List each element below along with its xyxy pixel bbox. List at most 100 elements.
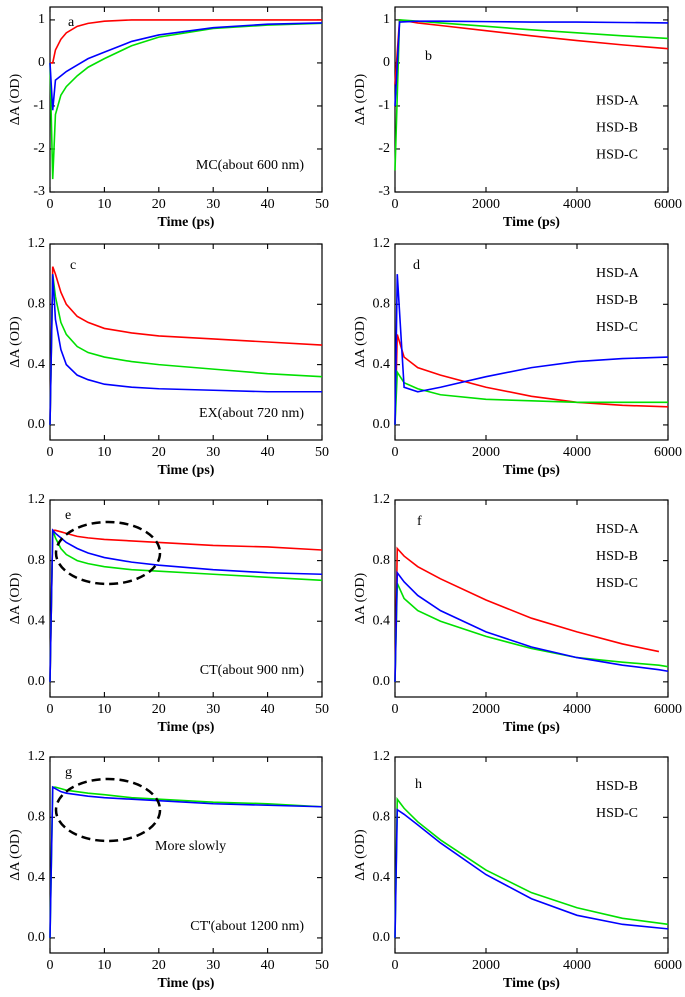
panel: 0 2000 4000 6000 0.0 0.4 0.8 1.2 Time (ps) ΔA (OD… — [353, 492, 682, 735]
x-axis-label: Time (ps) — [503, 976, 560, 991]
annotation: CT(about 900 nm) — [200, 663, 305, 678]
fit-curve — [394, 19, 669, 171]
annotation: More slowly — [155, 839, 226, 854]
x-tick-label: 10 — [97, 958, 111, 973]
legend-entry: HSD-A — [596, 522, 640, 537]
y-tick-label: 1.2 — [28, 749, 46, 764]
panel-letter: e — [65, 508, 71, 523]
panel-letter: h — [415, 777, 422, 792]
fit-curve — [49, 528, 323, 682]
y-tick-label: 0 — [383, 55, 390, 70]
x-tick-label: 50 — [315, 958, 329, 973]
panel-letter: b — [425, 49, 432, 64]
x-tick-label: 40 — [261, 702, 275, 717]
x-tick-label: 40 — [261, 197, 275, 212]
y-axis-label: ΔA (OD) — [8, 316, 23, 368]
fit-curve — [394, 334, 669, 425]
y-tick-label: 0 — [38, 55, 45, 70]
x-tick-label: 0 — [392, 958, 399, 973]
x-axis-label: Time (ps) — [158, 463, 215, 478]
legend-entry: HSD-C — [596, 320, 638, 335]
panel-letter: g — [65, 765, 72, 780]
fit-curve — [394, 369, 668, 425]
x-tick-label: 10 — [97, 445, 111, 460]
x-tick-label: 0 — [392, 197, 399, 212]
y-axis-label: ΔA (OD) — [8, 572, 23, 624]
fit-curve — [394, 796, 669, 938]
panel: 0 10 20 30 40 50 0.0 0.4 0.8 1.2 Time (ps) ΔA (OD) g… — [8, 749, 329, 991]
plot-frame — [49, 756, 323, 954]
x-tick-label: 30 — [206, 958, 220, 973]
y-tick-label: 0.8 — [373, 297, 391, 312]
y-tick-label: 0.4 — [373, 357, 391, 372]
plot-frame — [49, 499, 323, 698]
plot-frame — [49, 243, 323, 441]
fit-curve — [394, 274, 669, 425]
y-tick-label: 0.4 — [373, 613, 391, 628]
plot-frame — [49, 6, 323, 193]
legend-entry: HSD-B — [596, 549, 638, 564]
x-tick-label: 6000 — [654, 958, 682, 973]
x-tick-label: 50 — [315, 197, 329, 212]
y-tick-label: 0.0 — [28, 674, 46, 689]
panel: 0 10 20 30 40 50 -3 -2 -1 0 1 Time (ps) ΔA (OD) a MC(a… — [8, 6, 329, 230]
panel: 0 2000 4000 6000 0.0 0.4 0.8 1.2 Time (ps) ΔA (OD… — [353, 749, 682, 991]
legend-entry: HSD-B — [596, 120, 638, 135]
fit-curve — [49, 274, 322, 425]
legend-entry: HSD-C — [596, 147, 638, 162]
y-axis-label: ΔA (OD) — [353, 73, 368, 125]
x-tick-label: 0 — [392, 445, 399, 460]
x-tick-label: 4000 — [563, 702, 591, 717]
panel: 0 10 20 30 40 50 0.0 0.4 0.8 1.2 Time (ps) ΔA (OD) c… — [8, 236, 329, 478]
fit-curve — [49, 785, 323, 938]
y-tick-label: 0.4 — [373, 870, 391, 885]
panel-letter: c — [70, 258, 76, 273]
x-tick-label: 2000 — [472, 197, 500, 212]
y-tick-label: 0.8 — [28, 553, 46, 568]
legend-entry: HSD-C — [596, 576, 638, 591]
legend-entry: HSD-C — [596, 806, 638, 821]
x-tick-label: 50 — [315, 445, 329, 460]
x-tick-label: 40 — [261, 958, 275, 973]
x-axis-label: Time (ps) — [503, 215, 560, 230]
fit-curve — [49, 274, 323, 425]
plot-frame — [394, 243, 669, 441]
y-tick-label: 0.4 — [28, 357, 46, 372]
y-tick-label: 0.4 — [28, 613, 46, 628]
y-tick-label: 0.4 — [28, 870, 46, 885]
annotation: CT'(about 1200 nm) — [190, 919, 304, 934]
fit-curve — [394, 583, 669, 682]
x-tick-label: 4000 — [563, 958, 591, 973]
panel-letter: d — [413, 258, 420, 273]
plot-frame — [394, 756, 669, 954]
y-tick-label: 1.2 — [373, 236, 391, 251]
y-tick-label: 1.2 — [373, 749, 391, 764]
x-tick-label: 2000 — [472, 445, 500, 460]
x-tick-label: 0 — [47, 958, 54, 973]
fit-curve — [49, 22, 323, 111]
y-tick-label: -3 — [33, 184, 45, 199]
y-tick-label: 1 — [38, 12, 45, 27]
x-tick-label: 0 — [47, 445, 54, 460]
x-axis-label: Time (ps) — [503, 720, 560, 735]
annotation: EX(about 720 nm) — [199, 406, 304, 421]
panel: 0 2000 4000 6000 -3 -2 -1 0 1 Time (ps) ΔA (OD) b HS… — [353, 6, 682, 230]
y-tick-label: 1.2 — [28, 492, 46, 507]
y-tick-label: 0.8 — [373, 553, 391, 568]
x-tick-label: 4000 — [563, 445, 591, 460]
y-tick-label: 0.0 — [28, 417, 46, 432]
fit-curve — [394, 546, 660, 682]
legend-entry: HSD-A — [596, 93, 640, 108]
panel: 0 10 20 30 40 50 0.0 0.4 0.8 1.2 Time (ps) ΔA (OD) e… — [8, 492, 329, 735]
legend-entry: HSD-B — [596, 293, 638, 308]
y-tick-label: 0.0 — [373, 930, 391, 945]
x-tick-label: 20 — [152, 702, 166, 717]
x-tick-label: 30 — [206, 197, 220, 212]
x-tick-label: 20 — [152, 197, 166, 212]
y-tick-label: -1 — [33, 98, 45, 113]
x-tick-label: 20 — [152, 445, 166, 460]
y-axis-label: ΔA (OD) — [353, 316, 368, 368]
fit-curve — [394, 20, 669, 106]
x-tick-label: 0 — [392, 702, 399, 717]
